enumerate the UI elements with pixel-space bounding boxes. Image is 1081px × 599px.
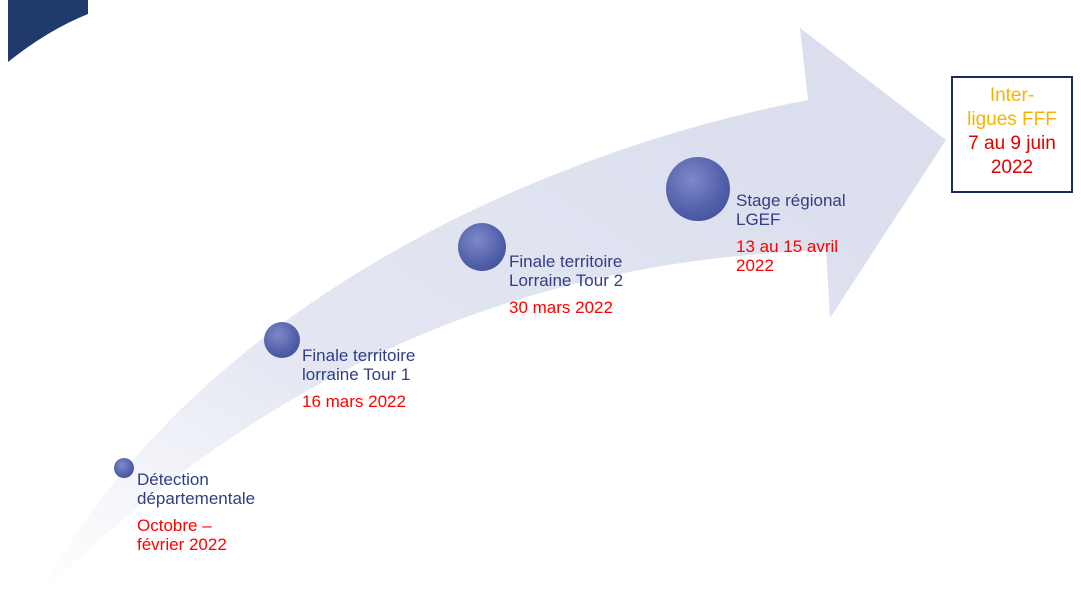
step-3-title: Finale territoire Lorraine Tour 2 [509, 252, 624, 290]
corner-shape [8, 0, 88, 62]
step-4-date: 13 au 15 avril 2022 [736, 237, 839, 275]
step-1-label: Détection départementale Octobre – févri… [137, 470, 255, 554]
final-goal-box: Inter- ligues FFF 7 au 9 juin 2022 [951, 76, 1073, 193]
step-2-label: Finale territoire lorraine Tour 1 16 mar… [302, 346, 415, 411]
step-3-label: Finale territoire Lorraine Tour 2 30 mar… [509, 252, 623, 317]
step-4-label: Stage régional LGEF 13 au 15 avril 2022 [736, 191, 846, 275]
final-goal-date: 7 au 9 juin 2022 [968, 133, 1056, 178]
step-2-title: Finale territoire lorraine Tour 1 [302, 346, 416, 384]
step-4-title: Stage régional LGEF [736, 191, 846, 229]
step-2-date: 16 mars 2022 [302, 392, 406, 411]
step-1-title: Détection départementale [137, 470, 256, 508]
final-goal-title: Inter- ligues FFF [967, 85, 1057, 130]
step-1-date: Octobre – février 2022 [137, 516, 227, 554]
step-circle-4 [666, 157, 730, 221]
step-3-date: 30 mars 2022 [509, 298, 613, 317]
step-circle-3 [458, 223, 506, 271]
step-circle-1 [114, 458, 134, 478]
step-circle-2 [264, 322, 300, 358]
